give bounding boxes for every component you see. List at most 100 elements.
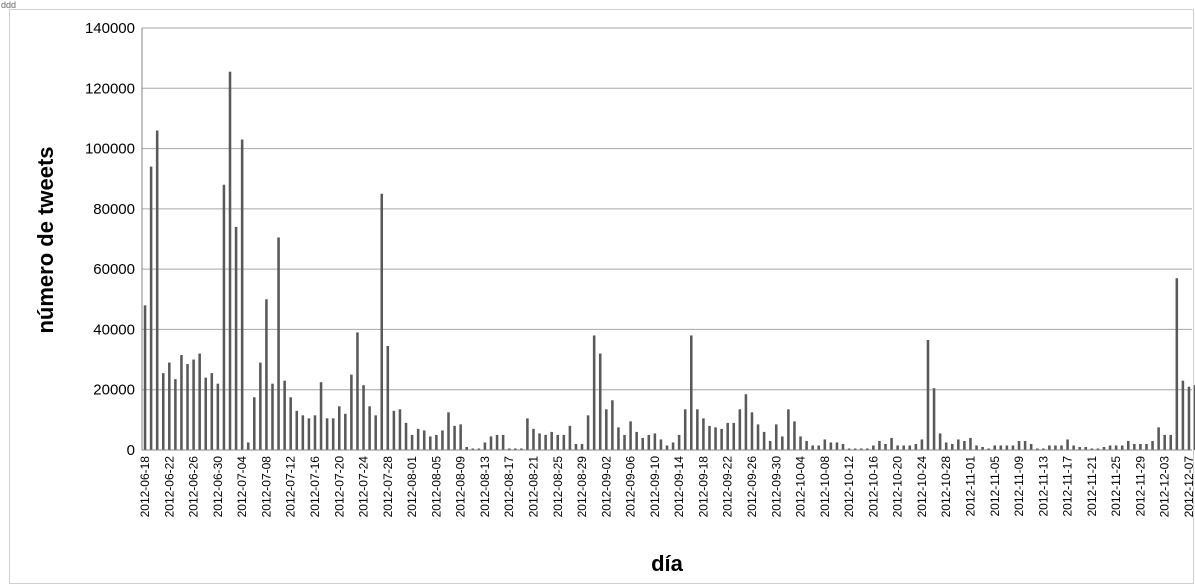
bar bbox=[1133, 443, 1136, 450]
bar bbox=[344, 413, 347, 450]
bar bbox=[866, 448, 869, 450]
bar bbox=[963, 440, 966, 450]
bar bbox=[1145, 443, 1148, 450]
bar bbox=[592, 335, 596, 450]
bar bbox=[756, 424, 760, 450]
bar bbox=[1011, 445, 1015, 450]
bar bbox=[1060, 445, 1063, 450]
bar bbox=[726, 422, 729, 450]
x-tick-label: 2012-11-17 bbox=[1061, 456, 1075, 517]
bar bbox=[544, 434, 547, 450]
bar bbox=[598, 353, 602, 450]
x-tick-label: 2012-11-01 bbox=[963, 456, 977, 517]
x-tick-label: 2012-08-05 bbox=[429, 456, 443, 518]
corner-mark: ddd bbox=[1, 0, 16, 10]
bar bbox=[750, 412, 754, 450]
x-axis-title: día bbox=[651, 551, 684, 576]
bar bbox=[993, 445, 997, 450]
bar bbox=[453, 425, 456, 450]
bar bbox=[1054, 445, 1057, 450]
bar bbox=[1102, 446, 1106, 450]
bar bbox=[847, 448, 851, 450]
bar bbox=[1175, 278, 1179, 450]
x-tick-label: 2012-09-30 bbox=[769, 456, 783, 518]
bar bbox=[319, 382, 323, 450]
bar bbox=[1042, 448, 1045, 450]
bar bbox=[356, 332, 359, 450]
bar bbox=[896, 445, 899, 450]
bar bbox=[192, 359, 195, 450]
bar bbox=[835, 442, 839, 450]
bar bbox=[477, 448, 481, 450]
x-tick-label: 2012-07-28 bbox=[381, 456, 395, 518]
bar bbox=[635, 431, 638, 450]
bar bbox=[987, 448, 990, 450]
bar bbox=[969, 437, 972, 450]
bar bbox=[1017, 440, 1021, 450]
bar bbox=[259, 362, 262, 450]
bar bbox=[774, 424, 778, 450]
bar bbox=[1078, 446, 1081, 450]
bar bbox=[1023, 440, 1027, 450]
bar bbox=[246, 442, 250, 450]
bar bbox=[174, 379, 177, 450]
bar bbox=[307, 418, 311, 450]
bar bbox=[410, 434, 414, 450]
bar bbox=[1139, 443, 1142, 450]
bar bbox=[289, 397, 292, 450]
x-tick-label: 2012-09-26 bbox=[745, 456, 759, 518]
x-tick-label: 2012-07-04 bbox=[235, 456, 249, 518]
bar bbox=[1096, 448, 1100, 450]
y-tick-label: 120000 bbox=[85, 80, 135, 97]
bar bbox=[155, 130, 159, 451]
bar bbox=[1029, 443, 1033, 450]
bar bbox=[1169, 434, 1173, 450]
bar bbox=[872, 445, 875, 450]
bar bbox=[501, 434, 505, 450]
x-tick-label: 2012-08-17 bbox=[502, 456, 516, 518]
bar bbox=[186, 364, 189, 450]
bar bbox=[981, 446, 984, 450]
bar bbox=[362, 385, 365, 450]
bar bbox=[1151, 440, 1154, 450]
bar bbox=[301, 415, 305, 450]
bar bbox=[1066, 439, 1069, 450]
x-tick-label: 2012-06-26 bbox=[187, 456, 201, 518]
y-tick-label: 80000 bbox=[93, 201, 135, 218]
bar bbox=[222, 184, 226, 451]
bar bbox=[841, 443, 845, 450]
bar bbox=[738, 409, 742, 450]
x-tick-label: 2012-09-06 bbox=[624, 456, 638, 518]
x-tick-label: 2012-08-09 bbox=[454, 456, 468, 518]
y-tick-label: 0 bbox=[127, 442, 135, 459]
bar bbox=[1090, 448, 1094, 450]
bar bbox=[228, 71, 232, 451]
bar bbox=[623, 434, 626, 450]
x-tick-label: 2012-08-25 bbox=[551, 456, 565, 518]
bar bbox=[198, 353, 201, 450]
bar bbox=[878, 440, 881, 450]
bar bbox=[168, 362, 171, 450]
x-tick-label: 2012-08-13 bbox=[478, 456, 492, 518]
x-tick-label: 2012-11-13 bbox=[1036, 456, 1050, 517]
bar bbox=[337, 406, 341, 450]
x-tick-label: 2012-07-20 bbox=[332, 456, 346, 518]
bar bbox=[696, 409, 699, 450]
bar bbox=[526, 418, 529, 450]
x-tick-label: 2012-11-09 bbox=[1012, 456, 1026, 517]
bar bbox=[562, 434, 566, 450]
bar bbox=[799, 436, 802, 450]
bar bbox=[161, 373, 165, 450]
bar bbox=[1120, 445, 1124, 450]
bar bbox=[975, 445, 978, 450]
bar bbox=[398, 409, 402, 450]
bar bbox=[210, 373, 214, 450]
bar bbox=[271, 383, 274, 450]
bar bbox=[744, 394, 748, 450]
x-tick-label: 2012-09-14 bbox=[672, 456, 686, 518]
bar bbox=[683, 409, 687, 450]
x-tick-label: 2012-06-30 bbox=[211, 456, 225, 518]
bar bbox=[441, 430, 444, 450]
bar bbox=[665, 445, 669, 450]
